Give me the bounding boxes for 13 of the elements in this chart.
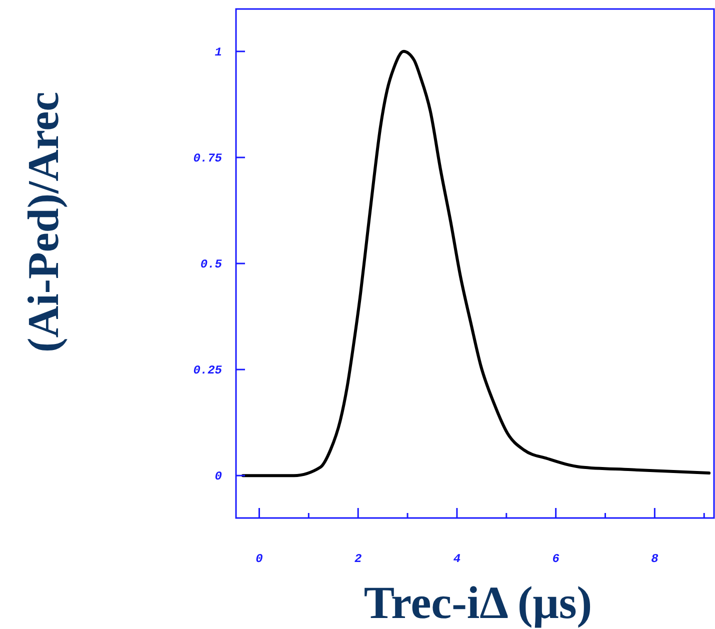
x-tick-label: 8 [651,552,658,566]
y-tick-label: 0.5 [200,258,223,272]
x-tick-label: 2 [354,552,362,566]
line-series [241,50,711,478]
y-tick-label: 0.25 [193,364,223,378]
x-tick-label: 0 [256,552,263,566]
x-axis-title: Trec-iΔ (μs) [364,577,592,628]
y-tick-label: 1 [214,45,222,60]
y-axis-title: (Ai-Ped)/Arec [19,92,68,352]
x-tick-label: 4 [453,552,461,566]
y-tick-label: 0.75 [193,151,223,166]
y-tick-label: 0 [214,470,222,484]
x-tick-label: 6 [552,552,560,566]
